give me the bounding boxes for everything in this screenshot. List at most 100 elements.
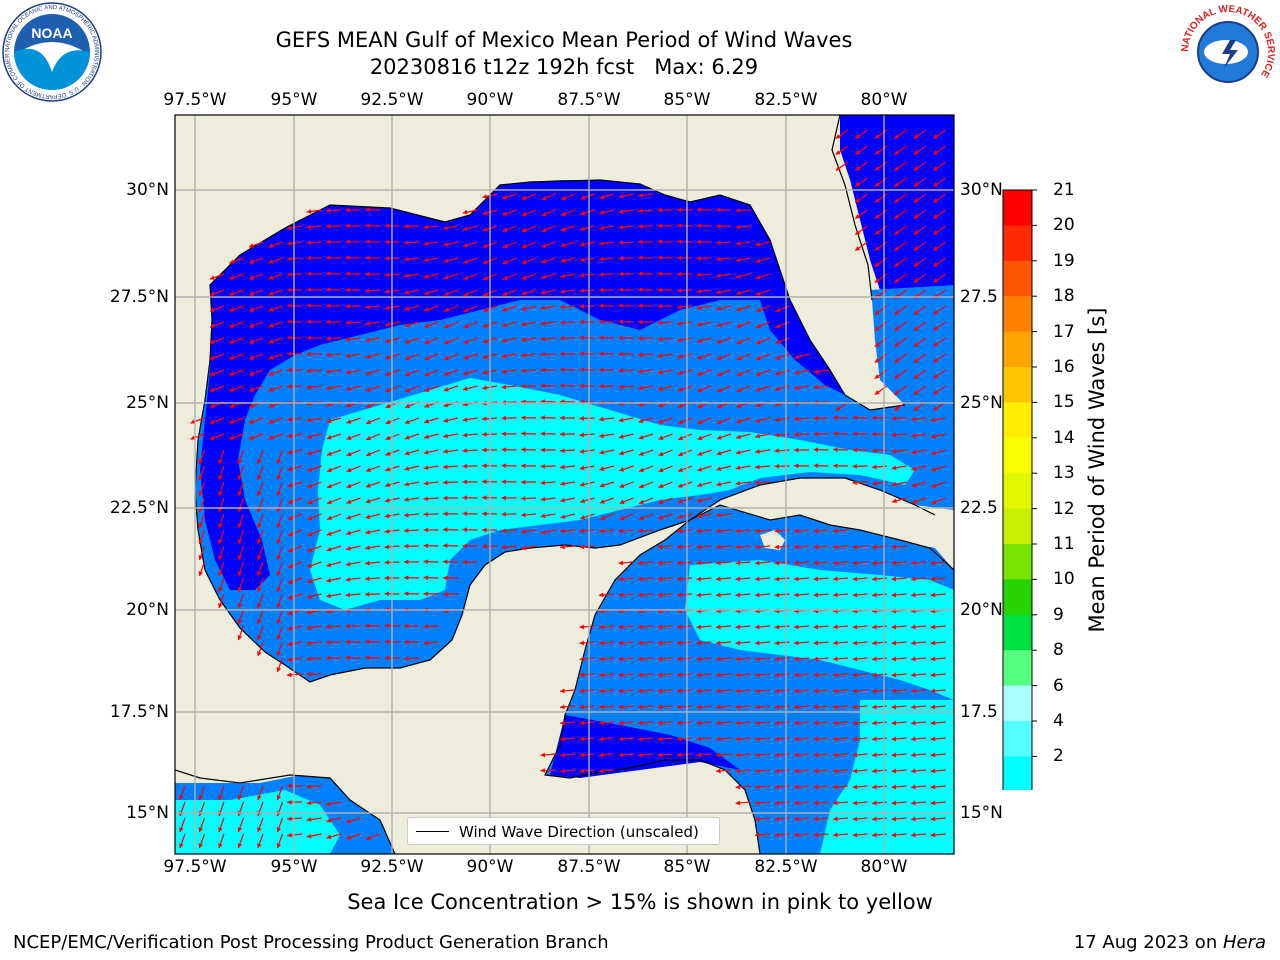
direction-arrowhead: [697, 403, 703, 409]
direction-arrowhead: [229, 355, 235, 360]
direction-arrowhead: [775, 370, 781, 376]
direction-arrowhead: [599, 499, 605, 504]
direction-arrowhead: [657, 255, 662, 261]
direction-arrowhead: [599, 383, 604, 389]
direction-arrowhead: [716, 592, 721, 598]
direction-arrowhead: [346, 419, 352, 424]
direction-arrowhead: [599, 656, 604, 662]
direction-arrowhead: [579, 656, 585, 662]
direction-arrowhead: [443, 433, 448, 439]
direction-arrowhead: [813, 688, 819, 694]
direction-arrowhead: [755, 768, 760, 774]
direction-arrowhead: [346, 515, 352, 520]
direction-arrowhead: [346, 451, 352, 457]
direction-arrowhead: [209, 291, 215, 296]
direction-arrowhead: [404, 419, 410, 424]
direction-arrowhead: [579, 544, 585, 550]
direction-arrowhead: [697, 371, 703, 376]
direction-arrowhead: [696, 624, 702, 630]
direction-arrowhead: [366, 835, 371, 841]
direction-arrowhead: [463, 275, 469, 280]
direction-arrowhead: [697, 387, 703, 393]
direction-arrowhead: [306, 335, 311, 341]
colorbar-segment: [1003, 473, 1032, 510]
direction-arrowhead: [218, 827, 223, 833]
direction-arrowhead: [735, 224, 741, 230]
direction-arrowhead: [735, 720, 741, 726]
direction-arrowhead: [677, 752, 682, 758]
direction-arrowhead: [913, 358, 919, 363]
direction-arrowhead: [521, 275, 527, 280]
direction-arrowhead: [345, 207, 350, 213]
direction-arrowhead: [599, 515, 605, 521]
direction-arrowhead: [541, 227, 547, 233]
direction-arrowhead: [579, 257, 585, 263]
direction-arrowhead: [248, 259, 254, 264]
direction-arrowhead: [579, 241, 585, 247]
direction-arrowhead: [306, 384, 312, 390]
direction-arrowhead: [913, 326, 919, 331]
direction-arrowhead: [872, 464, 877, 470]
direction-arrowhead: [677, 560, 682, 566]
direction-arrowhead: [638, 656, 643, 662]
direction-arrowhead: [913, 150, 919, 155]
direction-arrowhead: [248, 371, 254, 376]
direction-arrowhead: [276, 827, 282, 833]
direction-arrowhead: [677, 288, 682, 293]
direction-arrowhead: [894, 230, 900, 235]
direction-arrowhead: [618, 736, 624, 742]
footer-left: NCEP/EMC/Verification Post Processing Pr…: [13, 932, 609, 953]
direction-arrowhead: [483, 307, 488, 313]
direction-arrowhead: [755, 832, 760, 838]
direction-arrowhead: [462, 226, 468, 231]
lon-label-top: 97.5°W: [163, 90, 227, 110]
direction-arrowhead: [579, 720, 585, 726]
direction-arrowhead: [891, 415, 896, 421]
direction-arrowhead: [794, 832, 799, 838]
direction-arrowhead: [423, 511, 428, 517]
direction-arrowhead: [618, 193, 624, 199]
direction-arrowhead: [560, 227, 566, 232]
direction-arrowhead: [677, 304, 682, 310]
direction-arrowhead: [639, 483, 645, 489]
direction-arrowhead: [306, 625, 312, 630]
direction-arrowhead: [229, 259, 235, 264]
direction-arrowhead: [404, 528, 409, 533]
direction-arrowhead: [384, 544, 390, 550]
direction-arrowhead: [677, 672, 682, 678]
direction-arrowhead: [423, 543, 428, 549]
direction-arrowhead: [501, 495, 506, 501]
direction-arrowhead: [365, 545, 370, 551]
direction-arrowhead: [911, 576, 916, 582]
lat-label-right: 22.5: [960, 498, 998, 518]
direction-arrowhead: [346, 483, 352, 489]
direction-arrowhead: [716, 640, 721, 646]
direction-arrowhead: [678, 451, 684, 457]
direction-arrowhead: [716, 223, 721, 229]
direction-arrowhead: [794, 624, 799, 630]
chart-title: GEFS MEAN Gulf of Mexico Mean Period of …: [275, 28, 853, 52]
direction-arrowhead: [462, 527, 467, 533]
direction-arrowhead: [287, 816, 292, 822]
direction-arrowhead: [913, 166, 919, 171]
direction-arrowhead: [874, 230, 880, 235]
direction-arrowhead: [599, 319, 604, 325]
colorbar-tick-label: 8: [1053, 640, 1064, 661]
direction-arrowhead: [677, 467, 683, 473]
direction-arrowhead: [735, 624, 741, 630]
direction-arrowhead: [579, 367, 584, 373]
direction-arrowhead: [794, 768, 799, 774]
direction-arrowhead: [482, 354, 488, 360]
direction-arrowhead: [365, 223, 370, 229]
sea-ice-note: Sea Ice Concentration > 15% is shown in …: [347, 890, 933, 914]
direction-arrowhead: [933, 150, 939, 155]
direction-arrowhead: [522, 227, 528, 233]
direction-arrowhead: [541, 243, 547, 248]
direction-arrowhead: [306, 671, 311, 677]
direction-arrowhead: [423, 591, 428, 597]
direction-arrowhead: [891, 800, 897, 806]
direction-arrowhead: [560, 367, 565, 373]
direction-arrowhead: [326, 818, 332, 823]
direction-arrowhead: [872, 800, 877, 806]
direction-arrowhead: [541, 274, 546, 280]
